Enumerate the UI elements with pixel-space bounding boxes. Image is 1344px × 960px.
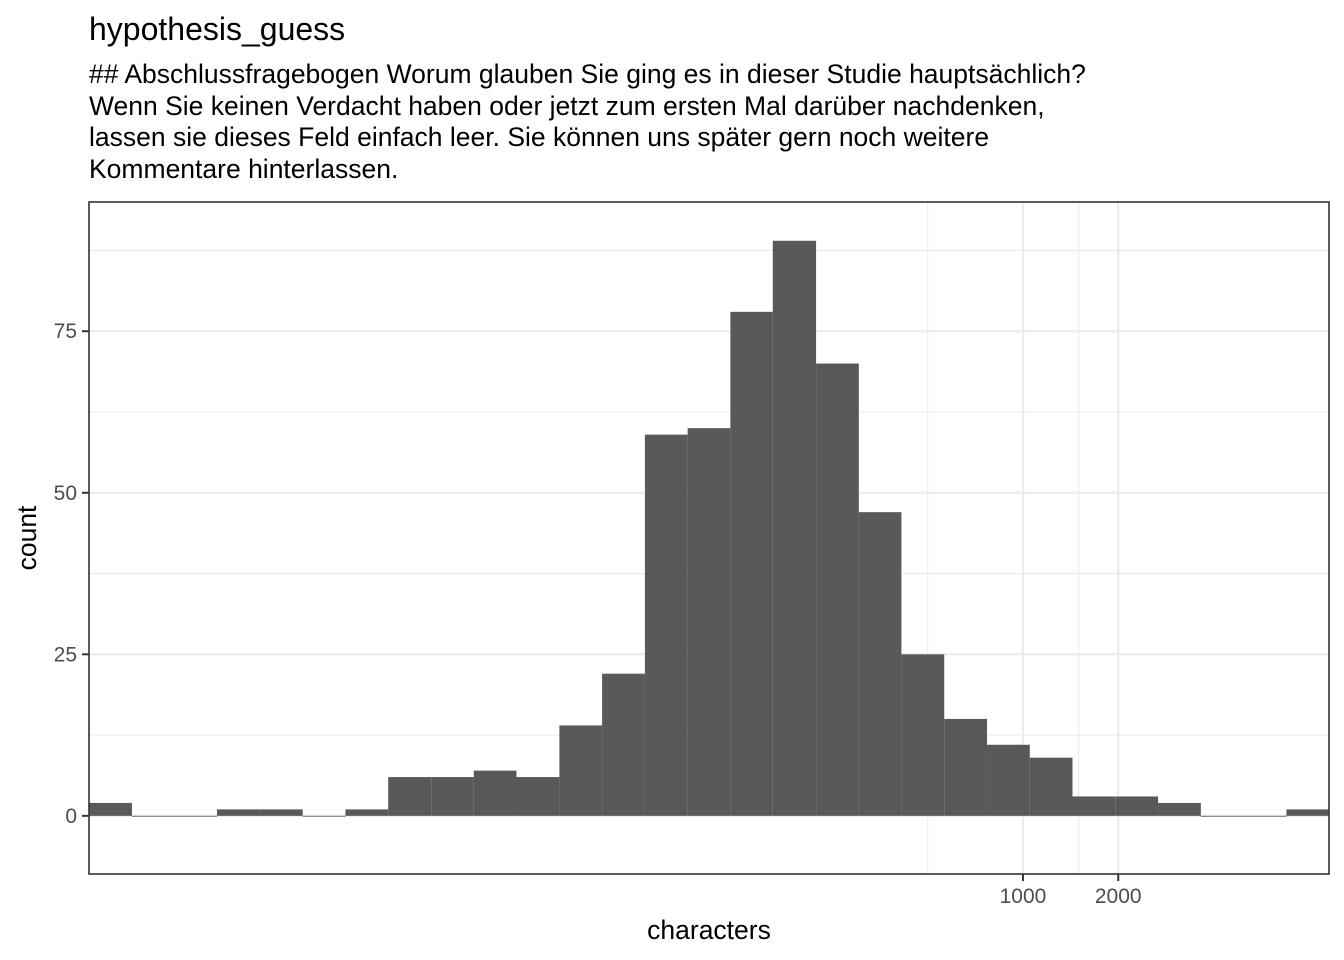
chart-subtitle: ## Abschlussfragebogen Worum glauben Sie… bbox=[89, 59, 1086, 184]
histogram-bar bbox=[174, 815, 217, 817]
histogram-bar bbox=[987, 744, 1030, 816]
histogram-bar bbox=[1286, 809, 1330, 816]
histogram-bars bbox=[89, 240, 1330, 817]
y-tick-label: 25 bbox=[54, 643, 77, 666]
histogram-bar bbox=[644, 434, 688, 816]
y-axis: 0 25 50 75 bbox=[54, 320, 89, 828]
histogram-bar bbox=[1158, 802, 1201, 816]
histogram-bar bbox=[602, 673, 645, 816]
histogram-bar bbox=[1115, 796, 1159, 816]
x-axis: 1000 2000 bbox=[1000, 874, 1142, 908]
histogram-bar bbox=[388, 777, 432, 816]
histogram-bar bbox=[516, 777, 560, 816]
histogram-bar bbox=[131, 815, 175, 817]
histogram-bar bbox=[1029, 757, 1073, 816]
histogram-bar bbox=[559, 725, 603, 816]
histogram-bar bbox=[730, 311, 773, 816]
histogram-bar bbox=[901, 654, 945, 816]
histogram-bar bbox=[816, 363, 859, 816]
y-tick-label: 75 bbox=[54, 320, 77, 343]
histogram-bar bbox=[89, 802, 132, 816]
histogram-bar bbox=[302, 815, 346, 817]
y-axis-title: count bbox=[12, 505, 42, 570]
histogram-bar bbox=[259, 809, 303, 816]
histogram-bar bbox=[772, 240, 817, 816]
histogram-bar bbox=[1200, 815, 1244, 817]
histogram-bar bbox=[858, 512, 902, 816]
panel-border bbox=[88, 201, 1330, 875]
x-axis-title: characters bbox=[647, 915, 771, 945]
histogram-bar bbox=[473, 770, 517, 816]
histogram-bar bbox=[944, 718, 988, 816]
histogram-bar bbox=[216, 809, 260, 816]
histogram-bar bbox=[1072, 796, 1116, 816]
histogram-bar bbox=[431, 777, 474, 816]
x-tick-label: 2000 bbox=[1095, 885, 1142, 908]
histogram-bar bbox=[345, 809, 389, 816]
x-tick-label: 1000 bbox=[1000, 885, 1047, 908]
y-tick-label: 0 bbox=[65, 805, 77, 828]
histogram-bar bbox=[687, 428, 731, 816]
y-tick-label: 50 bbox=[54, 482, 77, 505]
chart-title: hypothesis_guess bbox=[89, 11, 346, 47]
histogram-bar bbox=[1243, 815, 1287, 817]
